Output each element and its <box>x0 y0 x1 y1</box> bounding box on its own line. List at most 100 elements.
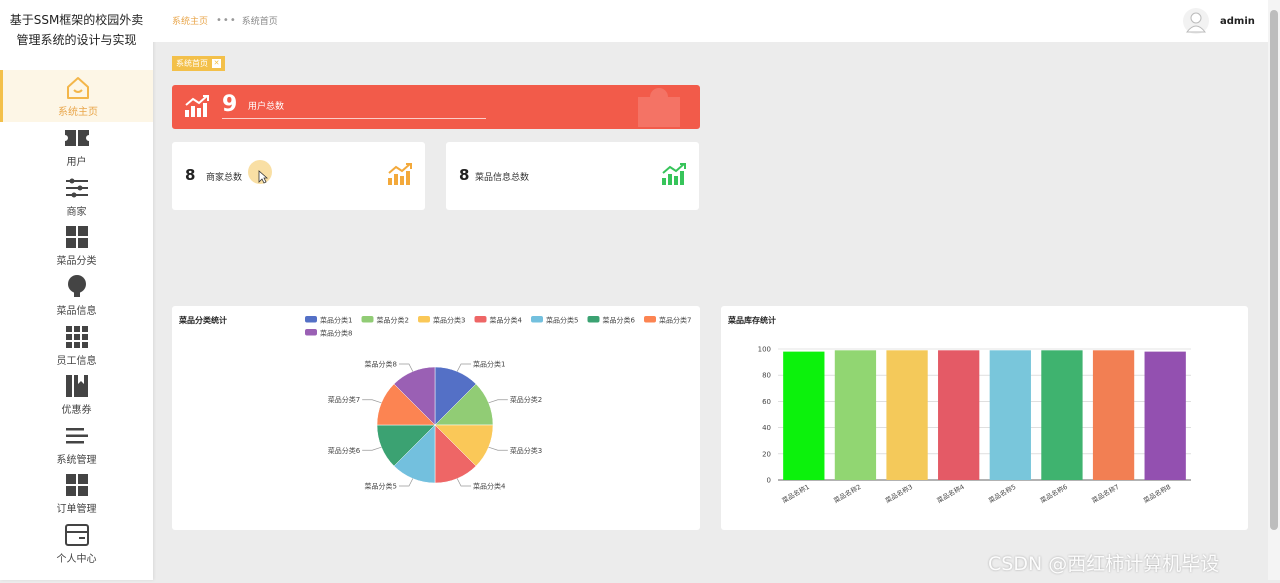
breadcrumb-separator-icon: ••• <box>216 15 237 26</box>
sidebar-item-label: 商家 <box>66 206 87 218</box>
bar[interactable] <box>783 351 825 480</box>
sidebar-item-users[interactable]: 用户 <box>0 122 153 172</box>
app-title-line1: 基于SSM框架的校园外卖 <box>9 13 144 27</box>
avatar[interactable] <box>1183 8 1209 34</box>
grid-icon <box>65 226 88 249</box>
sidebar-item-dish-category[interactable]: 菜品分类 <box>0 221 153 271</box>
sidebar-item-profile[interactable]: 个人中心 <box>0 519 153 569</box>
legend-swatch <box>531 316 543 323</box>
sidebar-item-label: 个人中心 <box>56 554 97 566</box>
growth-chart-icon <box>185 95 209 117</box>
sidebar-item-system[interactable]: 系统管理 <box>0 420 153 470</box>
bulb-icon <box>67 275 86 298</box>
apps-icon <box>65 325 88 348</box>
bar[interactable] <box>834 350 877 480</box>
banner-divider <box>222 118 486 119</box>
pie-label: 菜品分类2 <box>510 395 542 404</box>
x-tick-label: 菜品名称5 <box>987 482 1018 505</box>
bar[interactable] <box>1092 350 1135 480</box>
sidebar-item-label: 优惠券 <box>61 405 92 417</box>
bar[interactable] <box>989 350 1031 480</box>
legend-label: 菜品分类1 <box>320 316 352 325</box>
username[interactable]: admin <box>1220 16 1255 27</box>
legend-item[interactable]: 菜品分类5 <box>531 316 578 325</box>
legend-item[interactable]: 菜品分类8 <box>305 329 352 338</box>
breadcrumb-current: 系统首页 <box>241 17 278 27</box>
dish-total-card: 8 菜品信息总数 <box>446 142 699 210</box>
pie-chart-title: 菜品分类统计 <box>179 316 227 325</box>
sidebar-item-dish-info[interactable]: 菜品信息 <box>0 271 153 321</box>
home-icon <box>67 76 89 99</box>
legend-item[interactable]: 菜品分类3 <box>418 316 465 325</box>
legend-item[interactable]: 菜品分类1 <box>305 316 352 325</box>
card-icon <box>64 524 89 547</box>
category-pie-card: 菜品分类统计 菜品分类1 菜品分类2 菜品分类3 菜品分类4 菜品分类5 菜品分类6 菜品分… <box>172 306 700 530</box>
ticket-icon <box>64 130 89 147</box>
pie-chart: 菜品分类1 菜品分类2 菜品分类3 菜品分类4 菜品分类5 菜品分类6 菜品分类7 菜品分类8… <box>305 316 691 490</box>
x-tick-label: 菜品名称2 <box>832 482 863 505</box>
legend-swatch <box>587 316 600 323</box>
grid-icon <box>65 474 88 497</box>
x-tick-label: 菜品名称3 <box>883 482 914 505</box>
sidebar-item-label: 系统管理 <box>56 454 97 466</box>
page-scrollbar[interactable] <box>1268 0 1280 580</box>
app-title-line2: 管理系统的设计与实现 <box>16 33 137 47</box>
sidebar-item-coupon[interactable]: 优惠券 <box>0 370 153 420</box>
sidebar-item-label: 菜品分类 <box>56 256 97 268</box>
pie-slice[interactable] <box>393 366 436 426</box>
merchant-total-label: 商家总数 <box>206 173 243 183</box>
sidebar-item-orders[interactable]: 订单管理 <box>0 469 153 519</box>
scrollbar-thumb[interactable] <box>1270 10 1278 530</box>
stock-bar-card: 菜品库存统计 0 20 40 60 80 100 菜品名称1 菜品名称2 菜品名称3 菜品名称4 菜… <box>721 306 1248 530</box>
watermark-text: CSDN @西红柿计算机毕设 <box>988 553 1220 575</box>
y-tick-label: 80 <box>762 372 771 380</box>
bar[interactable] <box>886 350 928 480</box>
growth-chart-icon <box>662 163 686 185</box>
sidebar-item-home[interactable]: 系统主页 <box>0 70 153 122</box>
legend-label: 菜品分类7 <box>659 316 691 325</box>
legend-item[interactable]: 菜品分类2 <box>361 316 409 325</box>
sidebar-item-merchants[interactable]: 商家 <box>0 172 153 222</box>
breadcrumb: 系统主页 ••• 系统首页 <box>172 14 278 27</box>
legend-item[interactable]: 菜品分类4 <box>474 316 523 325</box>
sidebar-item-label: 员工信息 <box>56 355 97 367</box>
merchant-total-card: 8 商家总数 <box>172 142 425 210</box>
legend-swatch <box>474 316 487 323</box>
y-tick-label: 60 <box>762 398 771 406</box>
legend-item[interactable]: 菜品分类7 <box>644 316 691 325</box>
legend-swatch <box>361 316 374 323</box>
bar[interactable] <box>1144 351 1186 480</box>
legend-item[interactable]: 菜品分类6 <box>587 316 636 325</box>
pie-label: 菜品分类3 <box>510 446 542 455</box>
sidebar: 基于SSM框架的校园外卖 管理系统的设计与实现 系统主页 用户 商家 菜品分类 … <box>0 0 153 580</box>
breadcrumb-home-link[interactable]: 系统主页 <box>172 17 209 27</box>
user-total-value: 9 <box>222 92 238 117</box>
user-avatar-icon <box>1185 12 1207 33</box>
growth-chart-icon <box>388 163 412 185</box>
pie-label-line <box>398 478 414 487</box>
bar-chart-title: 菜品库存统计 <box>728 316 776 325</box>
page-tab-label: 系统首页 <box>176 59 208 68</box>
legend-swatch <box>644 316 656 323</box>
legend-swatch <box>305 316 317 323</box>
legend-label: 菜品分类3 <box>433 316 465 325</box>
pie-label: 菜品分类7 <box>328 395 360 404</box>
page-tab-tag[interactable]: 系统首页 ✕ <box>172 56 225 71</box>
close-icon[interactable]: ✕ <box>212 59 221 68</box>
legend-label: 菜品分类5 <box>546 316 578 325</box>
user-total-label: 用户总数 <box>248 102 285 112</box>
legend-label: 菜品分类8 <box>320 329 352 338</box>
pie-label: 菜品分类6 <box>328 446 361 455</box>
sidebar-item-staff[interactable]: 员工信息 <box>0 320 153 370</box>
bar[interactable] <box>1041 350 1083 480</box>
list-icon <box>65 427 88 444</box>
bar[interactable] <box>938 350 980 480</box>
y-tick-label: 0 <box>767 477 771 485</box>
book-icon <box>65 375 88 398</box>
watermark-shape-icon <box>638 88 680 127</box>
sidebar-nav: 系统主页 用户 商家 菜品分类 菜品信息 员工信息 优惠券 系统管理 <box>0 70 153 568</box>
x-tick-label: 菜品名称6 <box>1038 482 1069 505</box>
pie-label-line <box>362 399 382 404</box>
y-tick-label: 100 <box>758 346 771 354</box>
y-tick-label: 20 <box>762 450 771 458</box>
